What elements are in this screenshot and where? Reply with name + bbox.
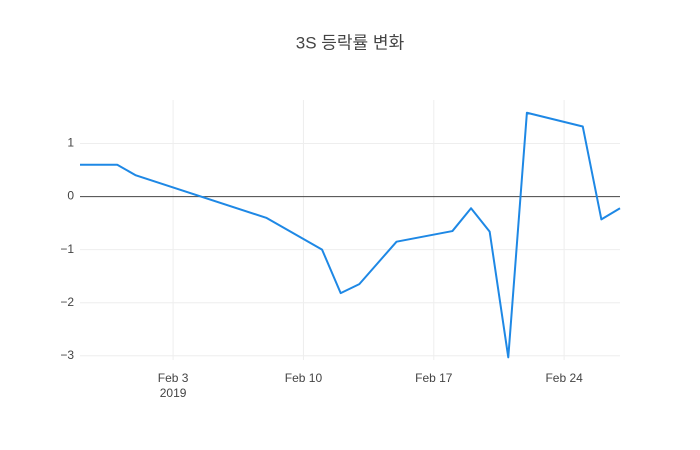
x-tick-label: Feb 24 <box>545 371 583 385</box>
y-tick-label: −2 <box>60 295 74 309</box>
y-tick-label: −3 <box>60 348 74 362</box>
x-tick-label: Feb 17 <box>415 371 453 385</box>
x-tick-label: Feb 3 <box>158 371 189 385</box>
x-tick-year: 2019 <box>160 386 187 400</box>
x-tick-label: Feb 10 <box>285 371 323 385</box>
chart-title: 3S 등락률 변화 <box>296 33 405 52</box>
line <box>80 111 621 359</box>
y-tick-label: −1 <box>60 242 74 256</box>
y-tick-label: 1 <box>67 136 74 150</box>
y-tick-label: 0 <box>67 189 74 203</box>
